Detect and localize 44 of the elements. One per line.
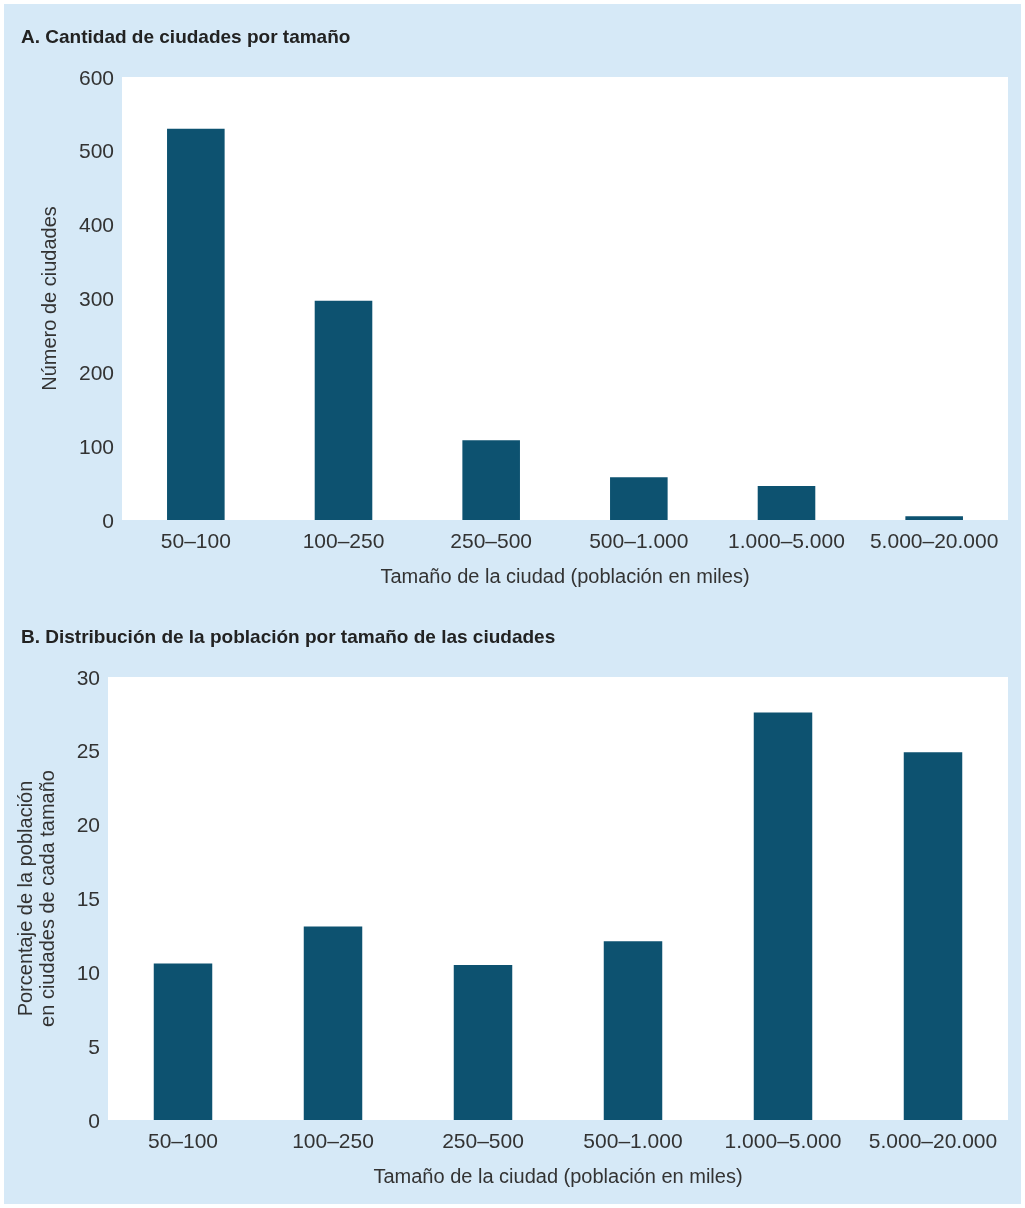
bar [462, 440, 520, 520]
y-tick-label: 20 [76, 813, 100, 837]
y-tick-label: 25 [76, 739, 100, 763]
x-axis-title: Tamaño de la ciudad (población en miles) [373, 1165, 743, 1187]
chart-title: A. Cantidad de ciudades por tamaño [21, 26, 351, 47]
chart-title: B. Distribución de la población por tamaño de las ciudades [21, 626, 556, 647]
x-tick-label: 250–500 [450, 529, 533, 552]
y-tick-label: 400 [78, 213, 114, 237]
bar [610, 477, 668, 520]
y-tick-label: 0 [88, 1108, 100, 1132]
y-tick-label: 0 [102, 508, 114, 532]
y-tick-label: 30 [76, 665, 100, 689]
y-tick-label: 10 [76, 960, 100, 984]
y-tick-label: 200 [78, 360, 114, 384]
x-tick-label: 100–250 [292, 1129, 374, 1152]
bar [303, 926, 363, 1120]
bar [453, 964, 513, 1120]
y-tick-label: 500 [78, 139, 114, 163]
bar [153, 963, 213, 1120]
x-tick-label: 5.000–20.000 [869, 529, 999, 552]
y-tick-label: 5 [88, 1034, 100, 1058]
x-tick-label: 250–500 [442, 1129, 524, 1152]
x-tick-label: 100–250 [302, 529, 385, 552]
y-axis-title: Porcentaje de la población en ciudades de cada tamaño [14, 770, 58, 1027]
y-tick-label: 600 [78, 65, 114, 89]
bar [314, 300, 373, 520]
bar [903, 752, 963, 1120]
x-tick-label: 500–1.000 [589, 529, 689, 552]
y-axis-title: Número de ciudades [38, 206, 60, 391]
x-tick-label: 50–100 [160, 529, 231, 552]
x-tick-label: 5.000–20.000 [868, 1129, 998, 1152]
bar [905, 516, 963, 520]
x-tick-label: 1.000–5.000 [728, 529, 845, 552]
bar [167, 128, 225, 520]
bar [753, 712, 813, 1120]
y-tick-label: 15 [76, 887, 100, 910]
x-tick-label: 500–1.000 [583, 1129, 683, 1152]
y-tick-label: 100 [78, 434, 114, 458]
x-tick-label: 1.000–5.000 [724, 1129, 842, 1152]
bar [603, 941, 663, 1120]
x-tick-label: 50–100 [147, 1129, 219, 1152]
y-tick-label: 300 [78, 287, 114, 310]
x-axis-title: Tamaño de la ciudad (población en miles) [380, 565, 750, 587]
bar [757, 486, 816, 520]
